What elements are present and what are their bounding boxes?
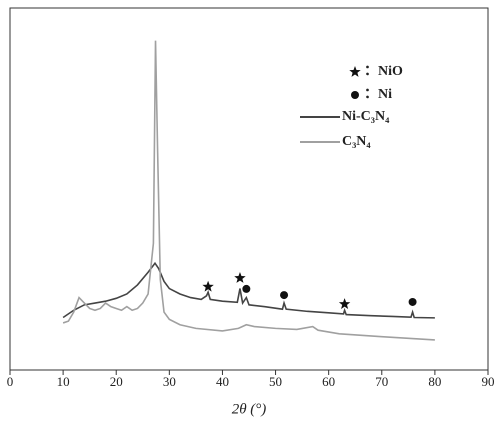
x-tick-label: 30 [163, 374, 176, 389]
x-tick-label: 0 [7, 374, 14, 389]
legend-label: C₃N₄ [342, 134, 371, 149]
series-line [62, 261, 435, 319]
star-marker [202, 280, 214, 292]
circle-marker [242, 284, 251, 293]
x-tick-label: 60 [322, 374, 335, 389]
circle-marker [280, 291, 289, 300]
legend-label: ：Ni [364, 87, 392, 102]
x-axis-label: 2θ (°) [232, 401, 267, 417]
x-tick-label: 80 [428, 374, 441, 389]
x-tick-label: 90 [482, 374, 495, 389]
circle-marker [408, 297, 417, 306]
x-tick-label: 10 [57, 374, 70, 389]
x-tick-label: 40 [216, 374, 229, 389]
plot-frame [9, 7, 489, 371]
star-marker [338, 298, 351, 309]
star-marker [349, 66, 361, 77]
legend-label: Ni-C₃N₄ [342, 109, 390, 124]
x-tick-label: 70 [375, 374, 388, 389]
star-marker [234, 272, 246, 283]
x-tick-label: 50 [269, 374, 282, 389]
series-line [62, 40, 435, 341]
circle-marker [351, 91, 359, 99]
legend-label: ：NiO [364, 64, 403, 79]
x-tick-label: 20 [110, 374, 123, 389]
